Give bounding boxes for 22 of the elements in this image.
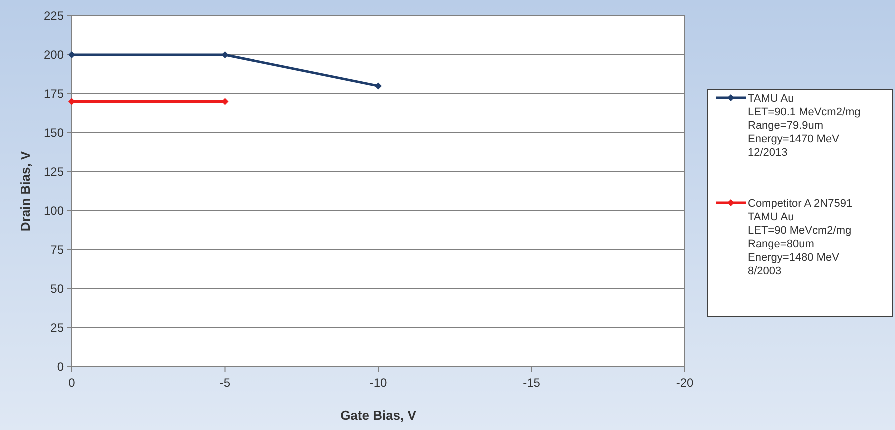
y-tick-label: 25 [50, 321, 64, 336]
y-axis-title: Drain Bias, V [18, 151, 33, 232]
y-tick-label: 0 [57, 360, 64, 374]
y-tick-label: 50 [50, 282, 64, 296]
x-tick-label: -15 [523, 376, 541, 390]
y-tick-label: 175 [44, 87, 64, 102]
point [222, 52, 229, 58]
x-tick-label: -20 [676, 376, 694, 390]
y-tick-label: 225 [44, 9, 64, 24]
legend-label: Competitor A 2N7591 TAMU Au LET=90 MeVcm2/mg Range=80um Energy=1480 MeV 8/2003 [748, 198, 853, 278]
x-tick-label: -5 [220, 376, 231, 390]
legend-label: TAMU Au LET=90.1 MeVcm2/mg Range=79.9um Energy=1470 MeV 12/2013 [748, 93, 861, 159]
x-axis-title: Gate Bias, V [340, 408, 417, 423]
y-tick-label: 125 [44, 165, 64, 180]
point [68, 98, 76, 106]
x-tick-label: -10 [370, 376, 388, 390]
y-tick-label: 200 [44, 48, 64, 62]
y-tick-label: 100 [44, 204, 64, 218]
y-tick-label: 75 [50, 243, 64, 258]
y-tick-label: 150 [44, 126, 64, 140]
point [375, 82, 382, 90]
x-tick-label: 0 [68, 376, 76, 390]
